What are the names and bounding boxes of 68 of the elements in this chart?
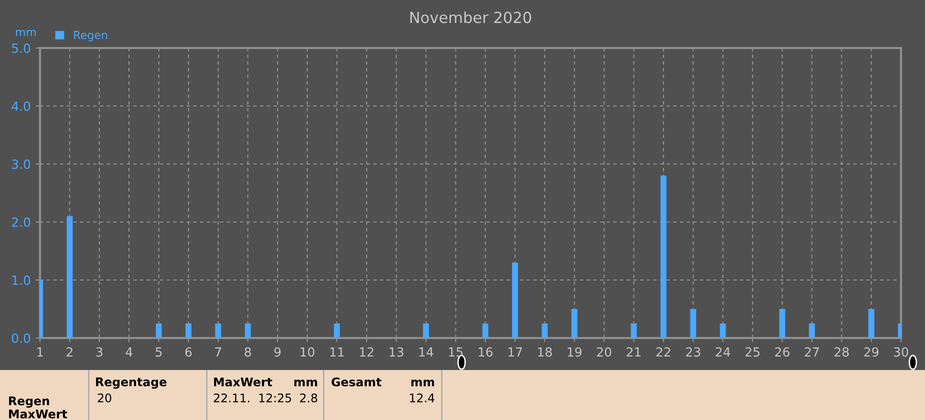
x-tick-label: 29 bbox=[864, 347, 878, 357]
x-tick-label: 24 bbox=[716, 347, 730, 357]
y-tick-label: 3.0 bbox=[12, 159, 30, 169]
bar bbox=[868, 309, 874, 338]
text: 2.8 bbox=[300, 393, 318, 402]
y-tick-label: 1.0 bbox=[12, 275, 30, 285]
x-tick-label: 8 bbox=[244, 347, 251, 357]
x-tick-label: 27 bbox=[804, 347, 819, 357]
text: Regen bbox=[9, 396, 50, 408]
x-tick-label: 9 bbox=[274, 347, 281, 357]
bar bbox=[244, 324, 251, 338]
legend-label: Regen bbox=[74, 30, 108, 42]
text: Regentage bbox=[96, 378, 166, 389]
y-tick-label: 2.0 bbox=[12, 217, 30, 227]
text: Gesamt bbox=[332, 377, 382, 386]
bar bbox=[185, 324, 192, 338]
bar bbox=[215, 324, 222, 338]
x-tick-label: 25 bbox=[746, 347, 760, 357]
x-tick-label: 13 bbox=[390, 347, 404, 357]
x-tick-label: 3 bbox=[96, 347, 102, 357]
x-tick-label: 12 bbox=[360, 347, 374, 357]
bar bbox=[808, 324, 815, 338]
x-tick-label: 26 bbox=[775, 347, 790, 357]
x-tick-label: 16 bbox=[478, 347, 493, 357]
bar bbox=[690, 309, 696, 338]
bar bbox=[542, 324, 548, 338]
y-axis-title: mm bbox=[16, 30, 36, 36]
x-tick-label: 7 bbox=[215, 347, 222, 357]
x-tick-label: 19 bbox=[568, 347, 582, 357]
x-tick-label: 10 bbox=[300, 347, 314, 357]
bar bbox=[720, 324, 726, 338]
bar bbox=[571, 309, 578, 338]
x-tick-label: 6 bbox=[185, 347, 192, 357]
bar bbox=[630, 324, 637, 338]
x-tick-label: 17 bbox=[508, 347, 522, 357]
x-tick-label: 23 bbox=[686, 347, 700, 357]
x-tick-label: 1 bbox=[37, 347, 43, 357]
bar bbox=[422, 324, 429, 338]
bar bbox=[334, 324, 340, 338]
text: 20 bbox=[98, 393, 112, 402]
y-tick-label: 5.0 bbox=[12, 43, 30, 53]
bar bbox=[512, 262, 518, 338]
x-tick-label: 4 bbox=[126, 347, 132, 357]
y-tick-label: 0.0 bbox=[12, 333, 30, 343]
text: mm bbox=[411, 380, 434, 386]
x-tick-label: 5 bbox=[156, 347, 162, 357]
bar bbox=[660, 176, 666, 338]
x-tick-label: 18 bbox=[538, 347, 552, 357]
bar bbox=[779, 309, 786, 338]
x-tick-label: 22 bbox=[656, 347, 670, 357]
chart-title: November 2020 bbox=[410, 11, 532, 24]
text: mm bbox=[294, 380, 318, 386]
text: 12.4 bbox=[410, 393, 434, 402]
bar bbox=[156, 324, 162, 338]
text: MaxWert bbox=[214, 378, 272, 386]
x-tick-label: 15 bbox=[449, 347, 463, 357]
x-tick-label: 30 bbox=[894, 347, 908, 357]
x-tick-label: 14 bbox=[419, 347, 434, 357]
y-tick-label: 4.0 bbox=[12, 101, 30, 111]
text: 22.11. 12:25 bbox=[214, 393, 292, 402]
bar bbox=[482, 324, 488, 338]
text: MaxWert bbox=[9, 410, 68, 418]
x-tick-label: 11 bbox=[330, 347, 344, 357]
bar bbox=[66, 216, 73, 338]
x-tick-label: 20 bbox=[597, 347, 612, 357]
x-tick-label: 28 bbox=[834, 347, 849, 357]
x-tick-label: 2 bbox=[66, 347, 72, 357]
x-tick-label: 21 bbox=[626, 347, 641, 357]
